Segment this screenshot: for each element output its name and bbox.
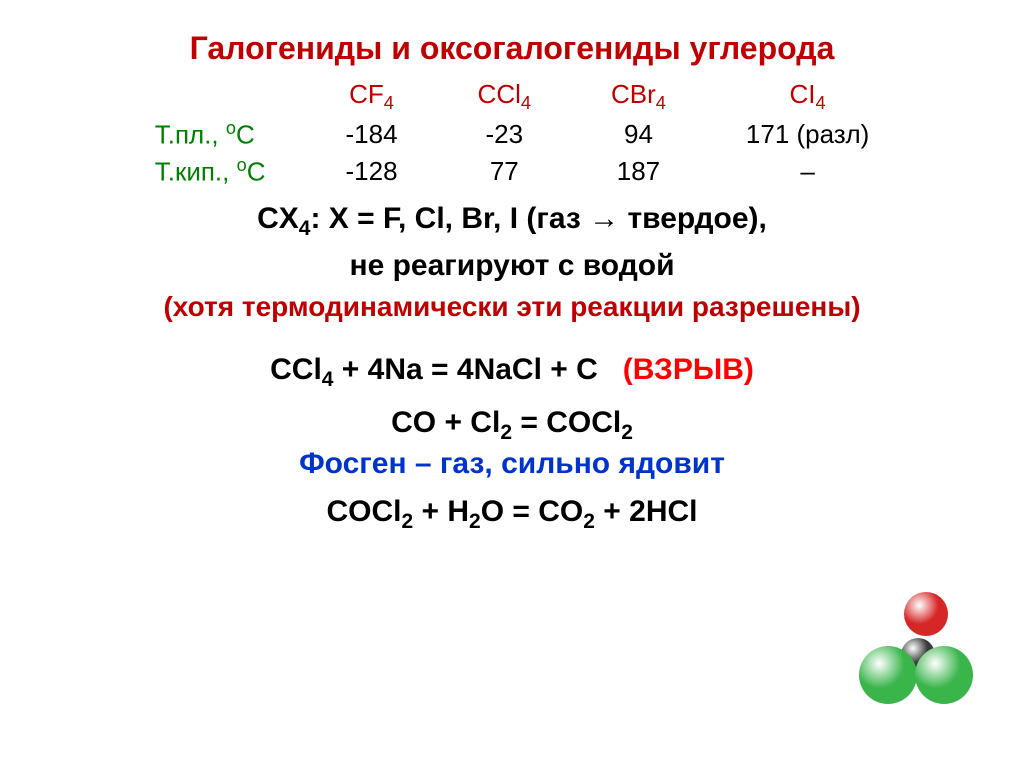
- table-row: Т.пл., оС -184 -23 94 171 (разл): [115, 116, 910, 153]
- cell: –: [706, 153, 909, 190]
- cell: -128: [306, 153, 438, 190]
- cell: -23: [438, 116, 571, 153]
- col-cbr4: CBr4: [571, 77, 706, 116]
- equation-2: CO + Cl2 = COCl2: [40, 406, 984, 445]
- page-title: Галогениды и оксогалогениды углерода: [40, 30, 984, 67]
- cell: -184: [306, 116, 438, 153]
- col-ci4: CI4: [706, 77, 909, 116]
- col-cf4: CF4: [306, 77, 438, 116]
- thermo-note: (хотя термодинамически эти реакции разре…: [40, 291, 984, 323]
- halide-table: CF4 CCl4 CBr4 CI4 Т.пл., оС -184 -23 94 …: [115, 77, 910, 190]
- row-label-bp: Т.кип., оС: [115, 153, 306, 190]
- equation-1: CCl4 + 4Na = 4NaCl + C (ВЗРЫВ): [40, 353, 984, 392]
- col-ccl4: CCl4: [438, 77, 571, 116]
- cell: 187: [571, 153, 706, 190]
- cell: 77: [438, 153, 571, 190]
- cell: 171 (разл): [706, 116, 909, 153]
- cx4-line-a: CX4: X = F, Cl, Br, I (газ → твердое),: [40, 202, 984, 241]
- equation-3: COCl2 + H2O = CO2 + 2HCl: [40, 495, 984, 534]
- cx4-line-b: не реагируют с водой: [40, 249, 984, 283]
- table-header-row: CF4 CCl4 CBr4 CI4: [115, 77, 910, 116]
- cell: 94: [571, 116, 706, 153]
- phosgene-note: Фосген – газ, сильно ядовит: [40, 447, 984, 481]
- row-label-mp: Т.пл., оС: [115, 116, 306, 153]
- table-row: Т.кип., оС -128 77 187 –: [115, 153, 910, 190]
- explosion-label: (ВЗРЫВ): [623, 353, 754, 386]
- phosgene-molecule-icon: [849, 592, 979, 712]
